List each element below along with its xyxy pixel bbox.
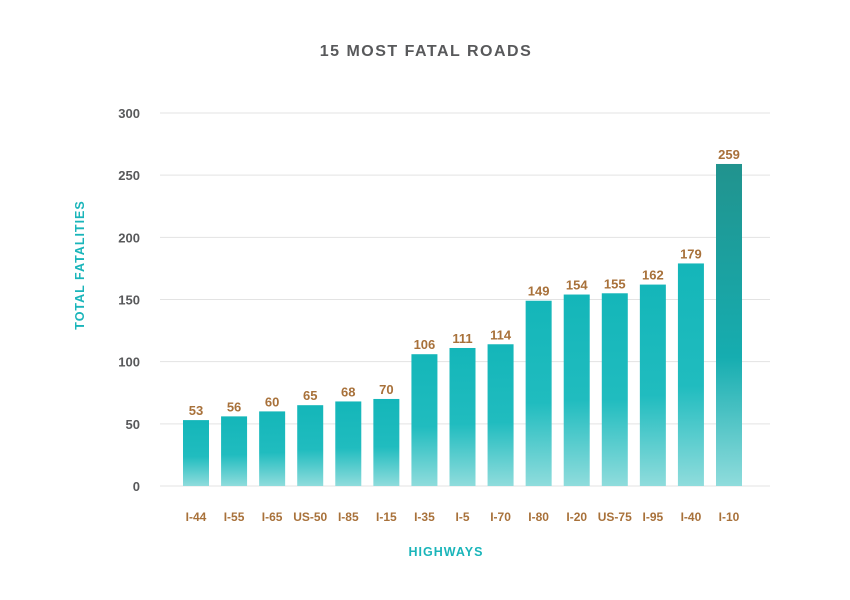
x-tick-label: I-65 [262,510,283,524]
x-tick-label: I-20 [566,510,587,524]
data-label: 70 [379,382,393,397]
x-tick-label: I-15 [376,510,397,524]
x-tick-label: I-35 [414,510,435,524]
data-label: 56 [227,399,241,414]
x-tick-label: I-40 [681,510,702,524]
data-label: 154 [566,278,588,293]
data-label: 60 [265,394,279,409]
data-label: 259 [718,147,740,162]
data-label: 149 [528,284,550,299]
bar-i-44 [183,420,209,486]
bar-i-85 [335,401,362,486]
bar-i-70 [487,344,514,486]
data-label: 162 [642,268,664,283]
bar-i-40 [677,263,704,486]
y-axis-ticks: 0 50 100 150 200 250 300 [118,106,140,494]
x-axis-ticks: I-44 I-55 I-65 US-50 I-85 I-15 I-35 I-5 I-70 I-80… [186,510,740,524]
x-tick-label: I-55 [224,510,245,524]
x-tick-label: I-70 [490,510,511,524]
bar-i-55 [221,416,248,486]
data-label: 155 [604,276,626,291]
chart-title: 15 MOST FATAL ROADS [320,43,533,60]
data-label: 106 [414,337,436,352]
bar-i-5 [449,347,476,486]
bar-i-95 [639,284,666,486]
x-tick-label: I-5 [455,510,469,524]
bar-us-75 [601,293,628,486]
bar-i-35 [411,354,438,486]
bar-i-20 [563,294,590,486]
bar-i-80 [525,300,552,486]
y-tick-label: 100 [118,355,140,370]
bar-i-65 [259,411,286,486]
y-tick-label: 250 [118,168,140,183]
x-tick-label: US-75 [598,510,632,524]
x-tick-label: I-80 [528,510,549,524]
data-label: 111 [452,331,472,346]
y-tick-label: 0 [133,479,140,494]
x-tick-label: I-95 [643,510,664,524]
x-tick-label: US-50 [293,510,327,524]
y-tick-label: 300 [118,106,140,121]
data-label: 53 [189,403,203,418]
x-tick-label: I-44 [186,510,207,524]
data-label: 179 [680,246,702,261]
bar-i-10 [716,163,742,486]
bar-i-15 [373,398,400,486]
bar-us-50 [297,405,324,486]
y-axis-label: TOTAL FATALITIES [73,200,87,329]
y-tick-label: 50 [126,417,140,432]
data-label: 114 [490,327,512,342]
data-label: 68 [341,384,355,399]
y-tick-label: 200 [118,230,140,245]
x-tick-label: I-10 [719,510,740,524]
data-label: 65 [303,388,317,403]
data-labels: 53 56 60 65 68 70 106 111 114 149 154 155 162 179 259 [189,147,740,418]
x-axis-label: HIGHWAYS [409,545,484,559]
bars [183,163,742,486]
y-tick-label: 150 [118,293,140,308]
x-tick-label: I-85 [338,510,359,524]
